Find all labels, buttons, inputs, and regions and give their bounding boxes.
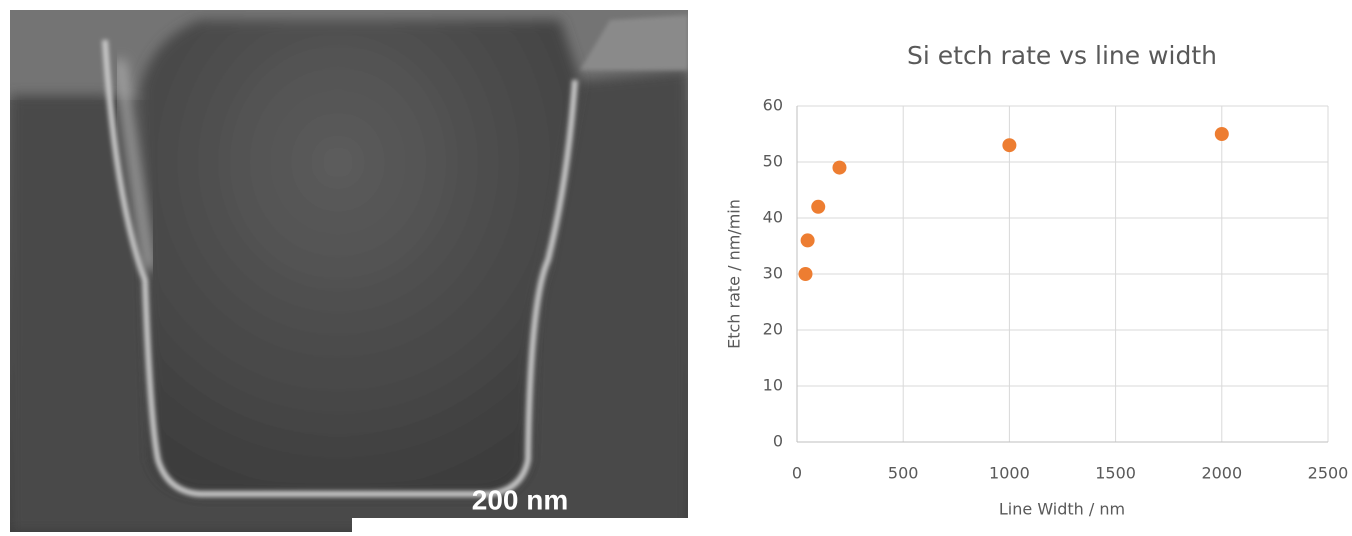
x-tick-label: 0 <box>792 464 802 483</box>
data-point <box>832 160 847 175</box>
x-axis-label: Line Width / nm <box>999 500 1125 519</box>
x-tick-label: 2000 <box>1201 464 1242 483</box>
data-point <box>800 233 815 248</box>
y-tick-label: 10 <box>763 376 783 395</box>
y-tick-label: 20 <box>763 320 783 339</box>
x-tick-label: 2500 <box>1308 464 1349 483</box>
y-tick-label: 60 <box>763 96 783 115</box>
y-tick-label: 50 <box>763 152 783 171</box>
data-point <box>1214 127 1229 141</box>
x-tick-label: 1500 <box>1095 464 1136 483</box>
data-point <box>798 267 813 281</box>
scale-bar-label: 200 nm <box>472 484 569 515</box>
y-tick-label: 0 <box>773 432 783 451</box>
data-point <box>811 199 826 214</box>
y-axis-label: Etch rate / nm/min <box>725 199 744 349</box>
sem-image: 200 nm <box>10 10 688 532</box>
y-tick-label: 40 <box>763 208 783 227</box>
chart-title: Si etch rate vs line width <box>907 41 1217 70</box>
y-tick-label: 30 <box>763 264 783 283</box>
x-tick-label: 500 <box>888 464 919 483</box>
x-tick-label: 1000 <box>989 464 1030 483</box>
data-point <box>1002 138 1017 153</box>
